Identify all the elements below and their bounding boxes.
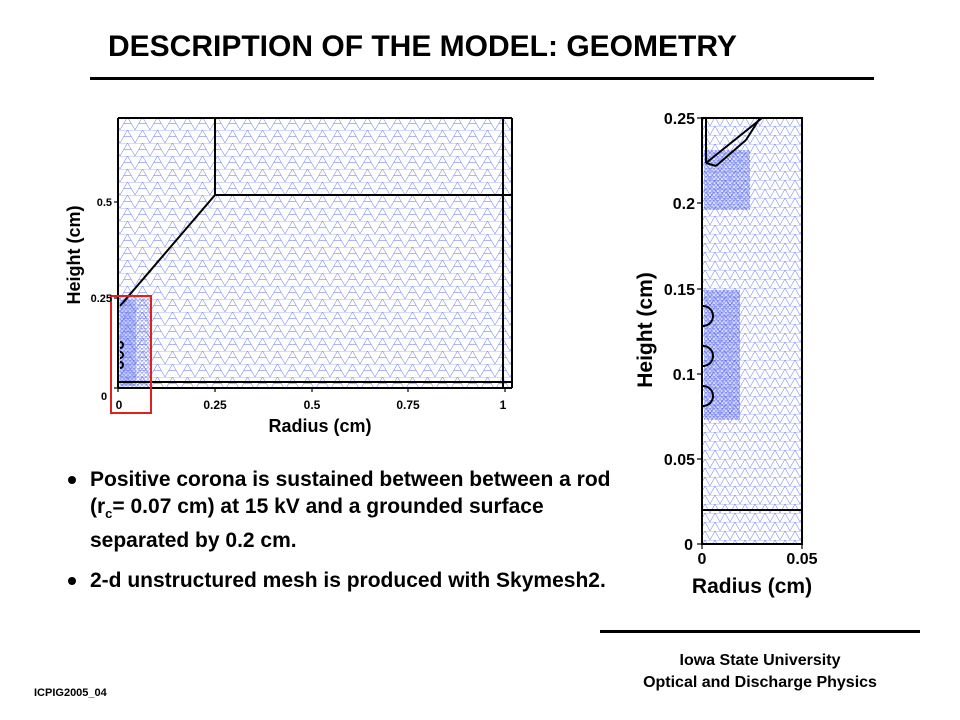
- left-electrode-bumps: [119, 341, 124, 369]
- bullet-dot-icon: [68, 476, 76, 484]
- right-dense-shade-top: [704, 150, 750, 210]
- title-underline: [90, 77, 874, 80]
- zoom-region-box: [110, 295, 152, 414]
- left-xtick-0.25: 0.25: [203, 398, 227, 412]
- footer: Iowa State University Optical and Discha…: [596, 650, 924, 694]
- left-mesh-area: [118, 118, 512, 388]
- footer-line-2: Optical and Discharge Physics: [643, 674, 877, 691]
- right-xtick-0.05: 0.05: [786, 551, 817, 568]
- left-xtick-1: 1: [500, 398, 507, 412]
- right-dense-mesh-1: [704, 150, 750, 210]
- right-ytick-0: 0: [684, 537, 693, 554]
- left-xtick-0.75: 0.75: [396, 398, 420, 412]
- slide-title: DESCRIPTION OF THE MODEL: GEOMETRY: [108, 30, 737, 63]
- right-ticks: [697, 117, 803, 549]
- bullet-item: 2-d unstructured mesh is produced with S…: [66, 567, 626, 594]
- left-xlabel: Radius (cm): [268, 416, 371, 436]
- right-xtick-0: 0: [698, 551, 707, 568]
- left-mesh-figure: 0 0.25 0.5 0 0.25 0.5 0.75 1 Radius (cm)…: [64, 117, 513, 436]
- right-mesh-figure: 0 0.05 0.1 0.15 0.2 0.25 0 0.05 Radius (…: [634, 111, 818, 598]
- right-ytick-0.05: 0.05: [664, 452, 695, 469]
- bullet-item: Positive corona is sustained between bet…: [66, 466, 626, 554]
- left-dense-mesh: [118, 296, 152, 388]
- right-xlabel: Radius (cm): [692, 575, 812, 598]
- left-ytick-0.25: 0.25: [91, 293, 112, 305]
- left-ticks: [114, 201, 506, 392]
- slide-code: ICPIG2005_04: [34, 687, 107, 699]
- bullet-list: Positive corona is sustained between bet…: [66, 466, 626, 607]
- bullet-dot-icon: [68, 577, 76, 586]
- right-ytick-0.2: 0.2: [673, 196, 695, 213]
- footer-rule: [600, 630, 920, 633]
- right-ylabel: Height (cm): [634, 272, 657, 388]
- left-ytick-0.5: 0.5: [97, 197, 112, 209]
- left-ylabel: Height (cm): [64, 205, 84, 304]
- left-geometry-outline: [117, 117, 513, 389]
- bullet-subscript: c: [105, 506, 113, 522]
- bullet-text: Positive corona is sustained between bet…: [90, 468, 611, 518]
- left-dense-mesh-core: [120, 300, 136, 386]
- left-xtick-0: 0: [116, 398, 123, 412]
- footer-line-1: Iowa State University: [679, 652, 841, 669]
- right-dense-mesh-2: [704, 290, 740, 420]
- bullet-text: 2-d unstructured mesh is produced with S…: [90, 569, 606, 593]
- right-ytick-0.1: 0.1: [673, 367, 695, 384]
- left-xtick-0.5: 0.5: [304, 398, 321, 412]
- right-dense-shade: [704, 290, 740, 420]
- right-ytick-0.25: 0.25: [664, 111, 695, 128]
- right-ytick-0.15: 0.15: [664, 282, 695, 299]
- bullet-text-continued: = 0.07 cm) at 15 kV and a grounded surfa…: [90, 495, 544, 553]
- left-ytick-0: 0: [101, 391, 107, 403]
- right-geometry-outline: [701, 117, 803, 545]
